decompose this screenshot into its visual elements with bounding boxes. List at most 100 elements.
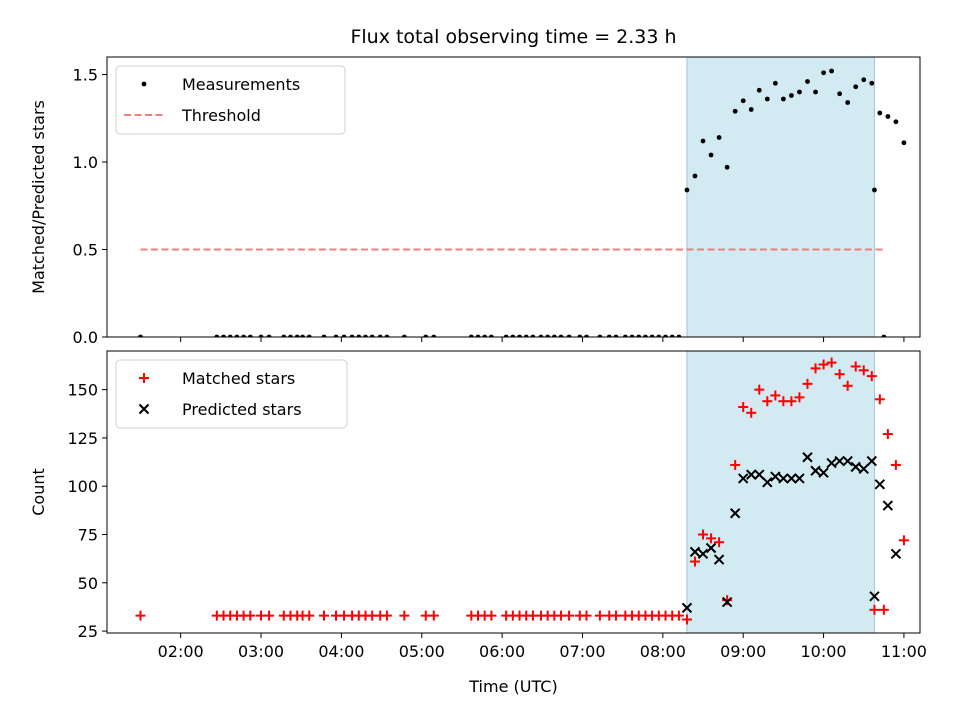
x-tick-label: 08:00 [640,642,686,661]
predicted-star-point [842,455,853,467]
measurement-point [423,334,429,337]
predicted-star-b [754,469,765,480]
measurement-point [341,334,347,337]
measurement-point [545,334,551,337]
measurement-point [369,334,375,337]
measurement-point [613,334,619,337]
measurement-point [676,334,682,337]
predicted-star-b [729,508,741,519]
measurement-point [780,96,786,102]
matched-star-point [610,610,621,621]
measurement-point [489,334,494,337]
measurement-point [649,334,655,337]
predicted-star-b [818,467,829,478]
matched-star-point [842,380,853,391]
measurement-point [700,138,706,144]
measurement-point [401,334,407,337]
measurement-point [597,334,603,337]
matched-star-point [818,359,829,370]
legend: Measurements Threshold [115,65,346,135]
predicted-star-b [882,500,894,511]
predicted-star-point [858,463,869,475]
legend-label: Matched stars [182,369,295,388]
predicted-star-point [681,602,693,614]
y-tick-label: 125 [67,429,98,448]
matched-star-point [714,537,725,548]
measurement-point [517,334,522,337]
measurement-point [869,80,875,86]
axes-frame [106,350,921,634]
matched-star-point [673,610,684,621]
measurement-point [138,334,143,337]
measurement-point [321,334,327,337]
predicted-star-b [762,477,773,488]
matched-star-point [381,610,392,621]
y-tick-label: 0.5 [73,241,98,260]
predicted-star-b [869,591,880,602]
measurement-point [748,107,754,112]
x-tick-label: 04:00 [318,642,364,661]
predicted-star-b [802,452,813,463]
matched-star-point [866,371,877,382]
predicted-star-point [754,469,765,480]
predicted-star-b [697,548,709,560]
matched-star-point [706,533,717,544]
predicted-star-b [866,455,877,467]
matched-star-point [581,610,592,621]
x-tick-label: 07:00 [559,642,605,661]
y-tick-label: 75 [78,525,98,544]
predicted-star-point [818,467,829,478]
predicted-star-b [689,546,701,558]
measurement-point [241,334,247,337]
measurement-point [740,98,746,104]
measurement-point [716,135,722,140]
measurement-point [333,334,339,337]
measurement-point [708,152,714,158]
predicted-star-point [850,461,861,473]
legend-label: Threshold [181,106,261,125]
predicted-star-point [697,548,709,560]
measurement-point [468,334,474,337]
matched-star-point [834,369,845,380]
measurement-point [530,334,536,337]
predicted-star-b [737,473,749,484]
measurement-point [281,334,287,337]
measurement-point [805,79,810,84]
predicted-star-b [842,455,853,467]
observing-window-shade [686,350,875,634]
measurement-point [503,334,509,337]
measurement-point [349,334,355,337]
matched-star-point [594,610,605,621]
y-axis-label: Matched/Predicted stars [29,100,48,294]
matched-star-point [730,459,741,470]
predicted-star-b [810,465,821,476]
matched-star-point [738,402,749,413]
matched-star-point [428,610,439,621]
y-tick-label: 100 [67,477,98,496]
plot-marks [138,68,907,337]
legend-box [115,65,346,135]
measurement-point [861,77,867,83]
measurement-point [606,334,612,337]
flux-ratio-panel: 0.0 0.5 1.0 1.5 Flux total observing time = … [29,26,921,347]
y-axis-label: Count [29,468,48,516]
matched-star-point [264,610,275,621]
x-tick-label: 06:00 [479,642,525,661]
matched-star-point [762,396,773,407]
predicted-star-b [850,461,861,473]
predicted-star-b [890,548,902,560]
measurement-point [363,334,368,337]
measurement-point [629,334,635,337]
measurement-point [294,334,300,337]
x-axis-label: Time (UTC) [468,677,557,696]
predicted-star-point [810,465,821,476]
predicted-star-point [746,469,757,480]
measurement-point [566,334,572,337]
legend-marker [139,373,149,383]
predicted-star-b [858,463,869,475]
predicted-star-point [770,471,781,482]
matched-star-point [245,610,256,621]
predicted-star-b [721,596,733,608]
predicted-star-b [770,471,781,482]
matched-star-point [770,390,781,401]
